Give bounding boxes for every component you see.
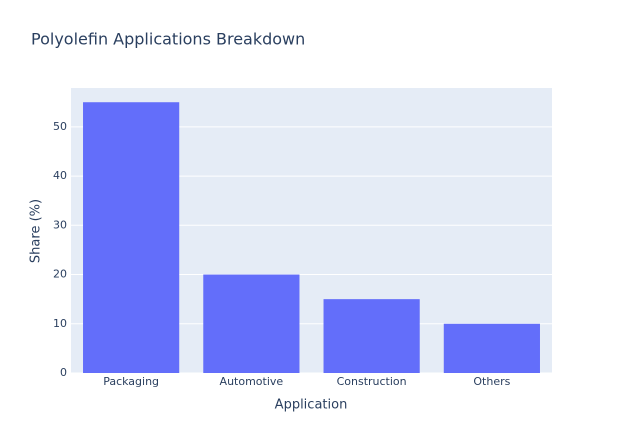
x-axis-label: Application	[275, 398, 348, 413]
chart-title: Polyolefin Applications Breakdown	[31, 30, 305, 49]
bar	[323, 299, 420, 373]
y-tick-label: 50	[53, 120, 67, 133]
y-tick-label: 0	[60, 366, 67, 379]
bar	[203, 274, 300, 373]
y-axis-label: Share (%)	[29, 199, 44, 263]
y-tick-label: 40	[53, 169, 67, 182]
y-tick-label: 10	[53, 317, 67, 330]
y-tick-label: 20	[53, 268, 67, 281]
x-tick-label: Automotive	[220, 375, 284, 388]
x-tick-label: Others	[473, 375, 510, 388]
bar	[443, 323, 540, 373]
y-tick-label: 30	[53, 218, 67, 231]
x-tick-label: Construction	[337, 375, 407, 388]
x-tick-label: Packaging	[103, 375, 159, 388]
bar	[83, 102, 180, 373]
